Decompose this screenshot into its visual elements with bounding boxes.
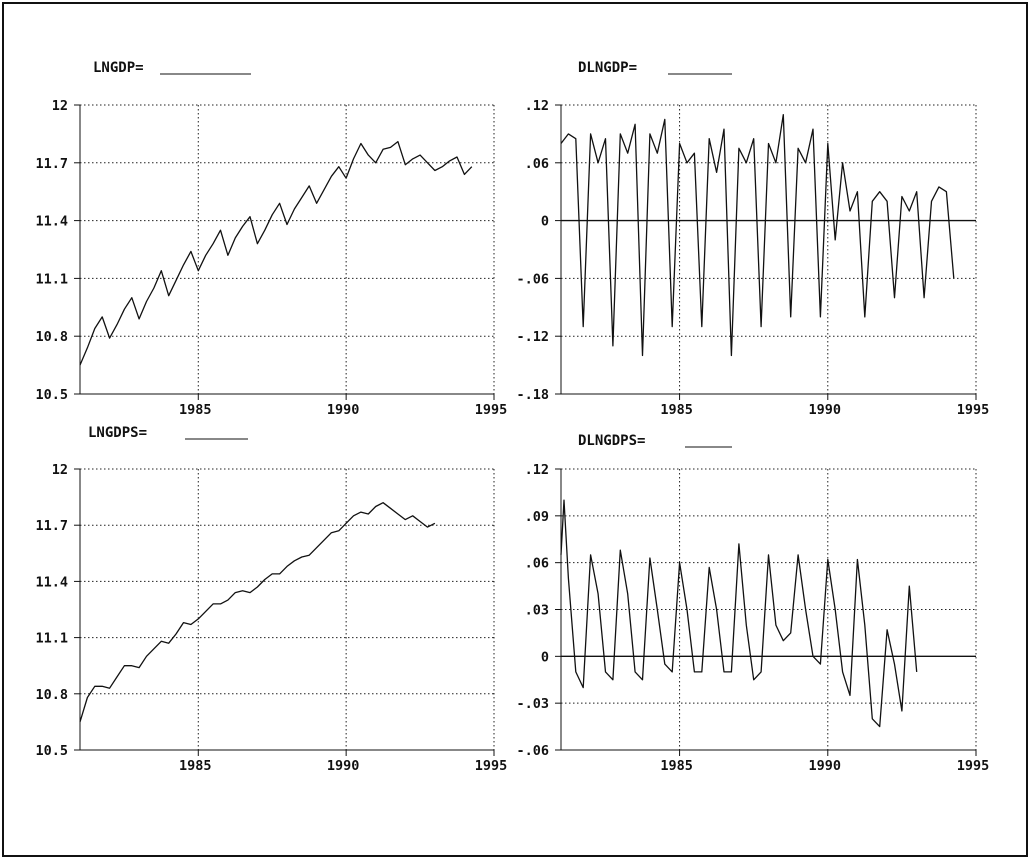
chart-title: LNGDPS= — [88, 425, 147, 441]
y-tick-label: 11.1 — [35, 271, 68, 287]
y-tick-label: -.03 — [516, 696, 549, 712]
dlngdp-chart: DLNGDP= .12 .06 0 -.06 -.12 -.18 1985 1990 1995 — [516, 60, 989, 418]
y-tick-label: 10.5 — [35, 387, 68, 403]
x-tick-label: 1990 — [327, 402, 360, 418]
x-tick-label: 1995 — [475, 402, 508, 418]
x-tick-label: 1990 — [809, 402, 842, 418]
y-tick-label: 11.7 — [35, 518, 68, 534]
y-tick-label: 11.7 — [35, 156, 68, 172]
dlngdps-chart: DLNGDPS= .12 .09 .06 .03 0 -.03 -.06 1985 1990 19… — [516, 433, 989, 774]
y-tick-label: 12 — [52, 98, 68, 114]
series-line — [79, 502, 436, 723]
y-tick-label: 0 — [541, 214, 549, 230]
chart-title: DLNGDP= — [578, 60, 637, 76]
y-tick-label: 11.1 — [35, 631, 68, 647]
x-tick-label: 1995 — [957, 402, 990, 418]
lngdps-chart: LNGDPS= 12 11.7 11.4 11.1 10.8 10.5 1985 1990 19… — [35, 425, 507, 774]
y-tick-label: 12 — [52, 462, 68, 478]
y-tick-label: .06 — [525, 556, 549, 572]
y-tick-label: -.12 — [516, 329, 549, 345]
y-tick-label: 10.8 — [35, 329, 68, 345]
y-tick-label: 11.4 — [35, 214, 68, 230]
x-tick-label: 1985 — [179, 402, 212, 418]
x-tick-label: 1990 — [809, 758, 842, 774]
lngdp-chart: LNGDP= 12 11.7 11.4 11.1 10.8 10.5 1985 1990 199… — [35, 60, 507, 418]
y-tick-label: .03 — [525, 603, 549, 619]
x-tick-label: 1995 — [475, 758, 508, 774]
x-tick-label: 1990 — [327, 758, 360, 774]
y-tick-label: .09 — [525, 509, 549, 525]
x-tick-label: 1985 — [660, 402, 693, 418]
x-tick-label: 1995 — [957, 758, 990, 774]
series-line — [560, 499, 918, 728]
y-tick-label: -.18 — [516, 387, 549, 403]
y-tick-label: -.06 — [516, 271, 549, 287]
y-tick-label: .06 — [525, 156, 549, 172]
y-tick-label: 10.5 — [35, 743, 68, 759]
y-tick-label: 10.8 — [35, 687, 68, 703]
series-line — [560, 113, 955, 357]
x-tick-label: 1985 — [179, 758, 212, 774]
y-tick-label: .12 — [525, 462, 549, 478]
x-tick-label: 1985 — [660, 758, 693, 774]
y-tick-label: 0 — [541, 649, 549, 665]
chart-title: DLNGDPS= — [578, 433, 645, 449]
y-tick-label: -.06 — [516, 743, 549, 759]
series-line — [79, 140, 473, 366]
chart-title: LNGDP= — [93, 60, 144, 76]
y-tick-label: 11.4 — [35, 574, 68, 590]
y-tick-label: .12 — [525, 98, 549, 114]
